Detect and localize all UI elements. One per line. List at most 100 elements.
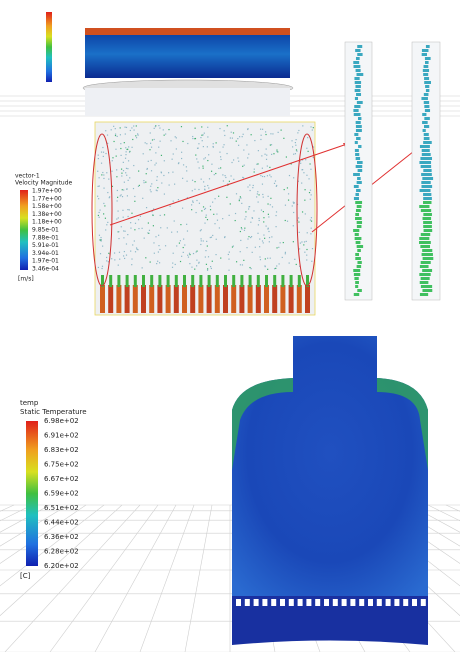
vector	[295, 153, 296, 154]
vector	[109, 197, 110, 198]
vector	[264, 154, 265, 155]
vector	[207, 185, 208, 186]
vector	[122, 196, 123, 197]
vector	[131, 213, 132, 214]
vector	[210, 266, 211, 267]
vector	[242, 136, 243, 137]
vector-cluster	[423, 257, 434, 260]
vector	[165, 245, 166, 246]
vector	[192, 180, 193, 181]
top-view	[46, 12, 293, 116]
vector	[135, 251, 136, 252]
vector	[207, 245, 208, 246]
vector	[192, 200, 193, 201]
vector	[305, 213, 306, 214]
vector	[310, 190, 311, 191]
vector	[311, 261, 312, 262]
vector	[135, 135, 136, 136]
vector-cluster	[357, 45, 362, 48]
vector-cluster	[354, 77, 359, 80]
vector	[172, 262, 173, 263]
vector	[204, 186, 205, 187]
vector	[101, 240, 102, 241]
grid-line	[446, 505, 460, 652]
vector	[220, 159, 221, 160]
vector	[181, 152, 182, 153]
vector-cluster	[422, 249, 432, 252]
vector	[118, 217, 119, 218]
vector	[268, 196, 269, 197]
vector	[246, 144, 247, 145]
vector-cluster	[424, 101, 429, 104]
vector-cluster	[424, 133, 429, 136]
vector	[201, 135, 202, 136]
vector	[293, 241, 294, 242]
vector	[272, 133, 273, 134]
legend-label: 6.44e+02	[44, 519, 79, 527]
vector	[233, 179, 234, 180]
vector-cluster	[355, 213, 359, 216]
vector	[269, 237, 270, 238]
nozzle-hole	[262, 599, 267, 606]
vector	[205, 208, 206, 209]
vector	[123, 189, 124, 190]
vector	[244, 165, 245, 166]
vector	[123, 162, 124, 163]
vector-cluster	[353, 61, 359, 64]
vector	[180, 261, 181, 262]
vector	[256, 196, 257, 197]
vector	[177, 231, 178, 232]
vector	[189, 253, 190, 254]
vector	[99, 185, 100, 186]
vector-cluster	[422, 177, 433, 180]
vector-cluster	[357, 249, 361, 252]
vector	[268, 216, 269, 217]
vector	[306, 249, 307, 250]
vector	[102, 266, 103, 267]
vector-cluster	[423, 217, 432, 220]
vector-cluster	[423, 213, 432, 216]
vector	[116, 156, 117, 157]
vector	[207, 160, 208, 161]
vector-cluster	[424, 81, 431, 84]
vector-cluster	[353, 269, 360, 272]
vector	[308, 151, 309, 152]
vector	[229, 215, 230, 216]
vector-cluster	[422, 253, 433, 256]
legend-label: 1.18e+00	[32, 219, 62, 226]
vector	[267, 165, 268, 166]
vector	[240, 251, 241, 252]
vector	[260, 139, 261, 140]
legend-name: temp	[20, 399, 39, 407]
vector	[195, 138, 196, 139]
vector	[103, 156, 104, 157]
vector	[306, 259, 307, 260]
vector	[305, 159, 306, 160]
vector	[112, 157, 113, 158]
vector	[248, 236, 249, 237]
vector	[275, 226, 276, 227]
vector	[158, 147, 159, 148]
vector	[233, 132, 234, 133]
vector	[189, 263, 190, 264]
vector	[214, 223, 215, 224]
vector	[258, 201, 259, 202]
vector	[156, 180, 157, 181]
vector	[124, 142, 125, 143]
vector	[209, 178, 210, 179]
vector	[125, 172, 126, 173]
vector	[156, 190, 157, 191]
vector-cluster	[356, 157, 360, 160]
vector	[107, 134, 108, 135]
vector	[254, 169, 255, 170]
vector	[203, 168, 204, 169]
vector	[256, 164, 257, 165]
vector	[293, 154, 294, 155]
vector	[97, 171, 98, 172]
vector	[186, 170, 187, 171]
vector	[175, 264, 176, 265]
vector-cluster	[424, 105, 429, 108]
vector	[129, 209, 130, 210]
vector	[282, 257, 283, 258]
vector-cluster	[424, 77, 429, 80]
